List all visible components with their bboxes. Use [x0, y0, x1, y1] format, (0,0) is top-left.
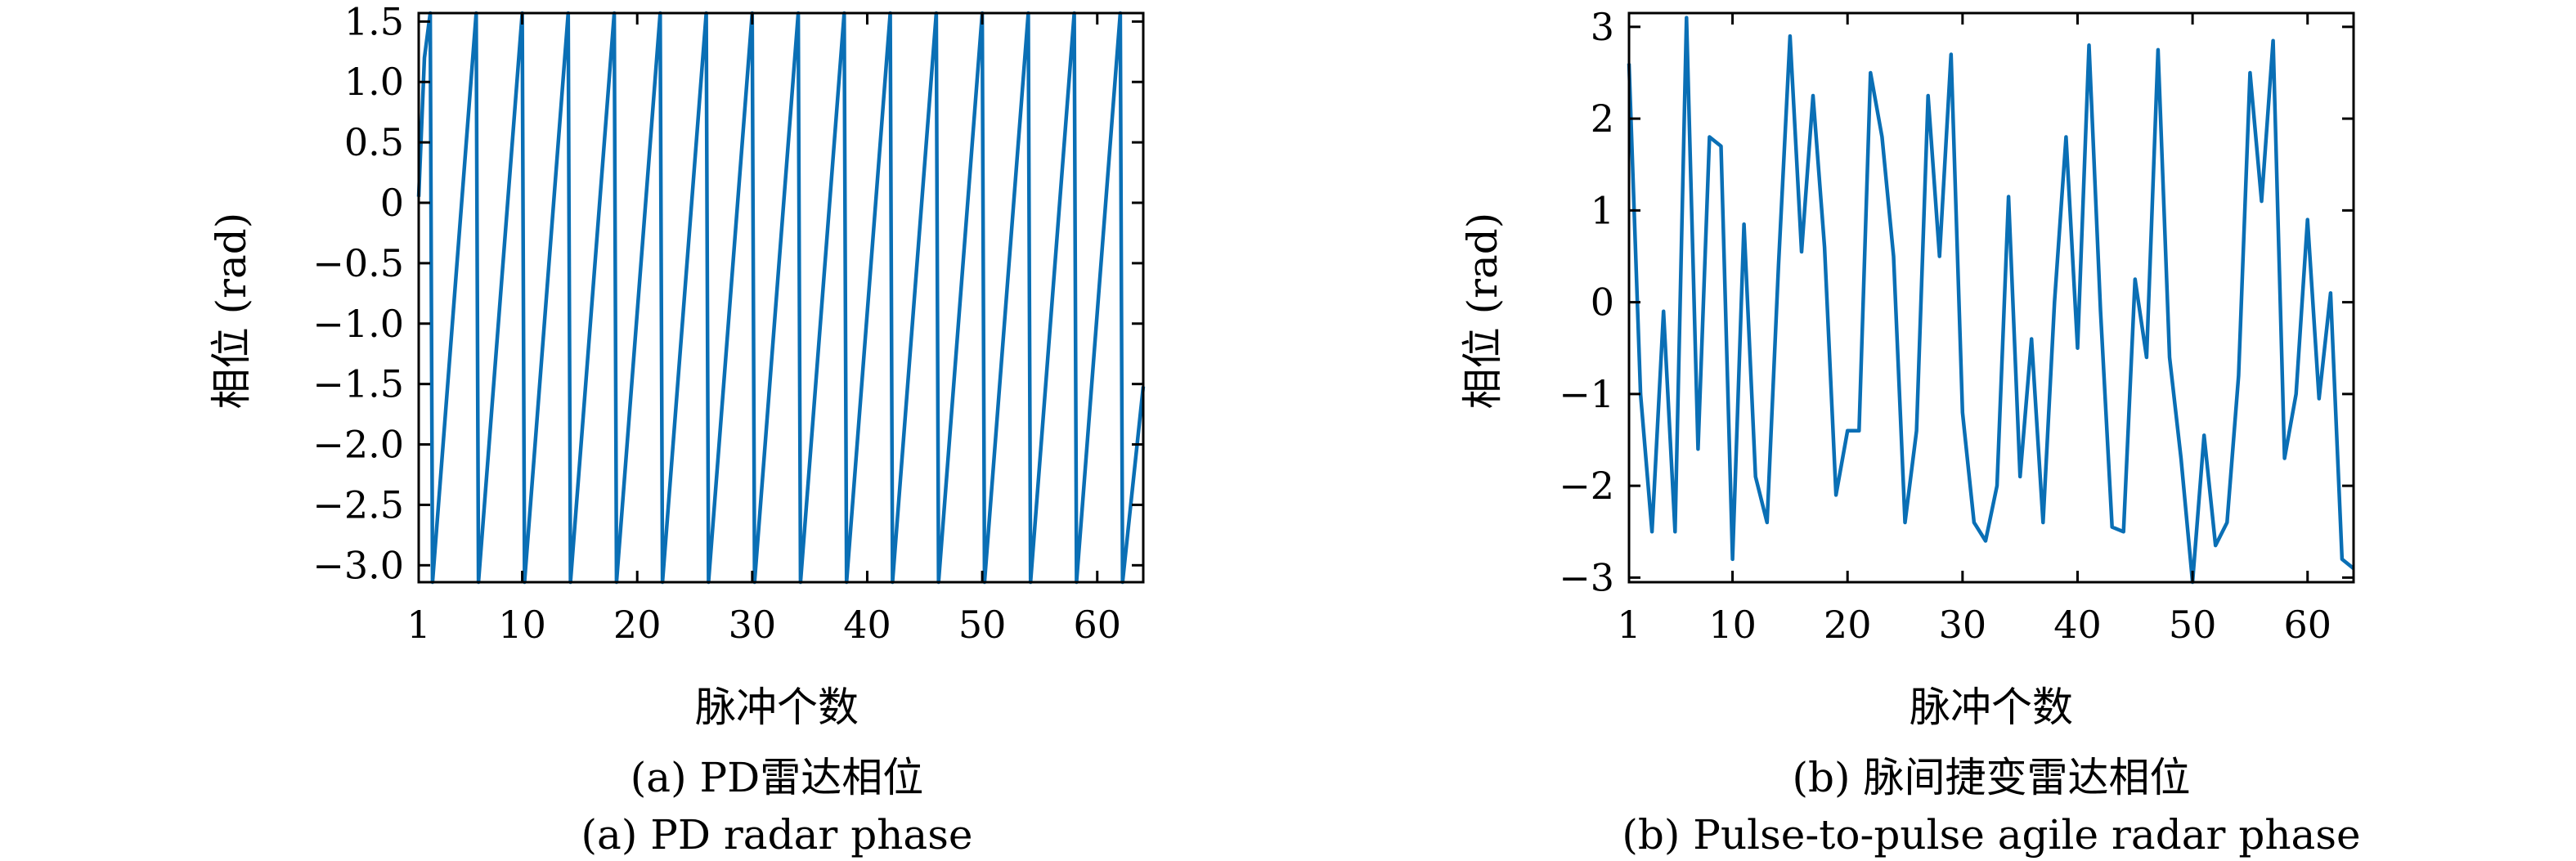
x-axis-label: 脉冲个数 — [695, 684, 859, 731]
x-tick-label: 20 — [613, 603, 662, 647]
y-tick-label: −3.0 — [312, 543, 404, 587]
y-tick-label: −2 — [1559, 464, 1614, 508]
x-tick-label: 60 — [2283, 603, 2331, 647]
y-tick-label: 1.0 — [344, 60, 404, 104]
x-tick-label: 10 — [498, 603, 546, 647]
x-tick-label: 30 — [729, 603, 777, 647]
x-tick-label: 10 — [1708, 603, 1757, 647]
y-tick-label: −1 — [1559, 372, 1614, 416]
y-tick-label: 0.5 — [344, 120, 404, 164]
y-tick-label: 2 — [1591, 96, 1614, 141]
plot-frame — [417, 11, 1145, 584]
chart-panel-a: 1 10 20 30 40 50 60 1.5 1.0 0.5 0 −0.5 −1.0 −1.5 −2.0 −… — [208, 0, 1146, 859]
x-tick-label: 40 — [843, 603, 891, 647]
x-tick-label: 50 — [2169, 603, 2217, 647]
x-tick-label: 50 — [958, 603, 1007, 647]
y-tick-label: −1.0 — [312, 302, 404, 346]
y-tick-label: 1 — [1591, 188, 1614, 232]
x-tick-label: 1 — [406, 603, 430, 647]
caption-chinese: (a) PD雷达相位 — [631, 754, 923, 801]
x-tick-label: 40 — [2053, 603, 2102, 647]
x-tick-label: 1 — [1617, 603, 1640, 647]
x-tick-label: 30 — [1939, 603, 1987, 647]
y-tick-label: 1.5 — [344, 0, 404, 43]
y-tick-label: −2.5 — [312, 482, 404, 527]
y-axis-label: 相位 (rad) — [1459, 213, 1506, 410]
y-tick-label: −3 — [1559, 555, 1614, 599]
y-tick-label: −1.5 — [312, 362, 404, 406]
y-tick-label: 3 — [1591, 5, 1614, 49]
plot-frame — [1627, 11, 2355, 584]
caption-chinese: (b) 脉间捷变雷达相位 — [1793, 754, 2191, 801]
x-tick-label: 60 — [1073, 603, 1121, 647]
y-tick-label: 0 — [1591, 280, 1614, 325]
y-axis-label: 相位 (rad) — [208, 213, 255, 410]
x-tick-label: 20 — [1824, 603, 1872, 647]
x-axis-label: 脉冲个数 — [1910, 684, 2073, 731]
caption-english: (a) PD radar phase — [581, 811, 973, 859]
y-tick-label: 0 — [380, 181, 404, 225]
caption-english: (b) Pulse-to-pulse agile radar phase — [1622, 811, 2360, 859]
y-tick-label: −0.5 — [312, 241, 404, 285]
series-line — [416, 11, 1146, 585]
series-line — [1627, 16, 2355, 585]
y-tick-label: −2.0 — [312, 423, 404, 467]
